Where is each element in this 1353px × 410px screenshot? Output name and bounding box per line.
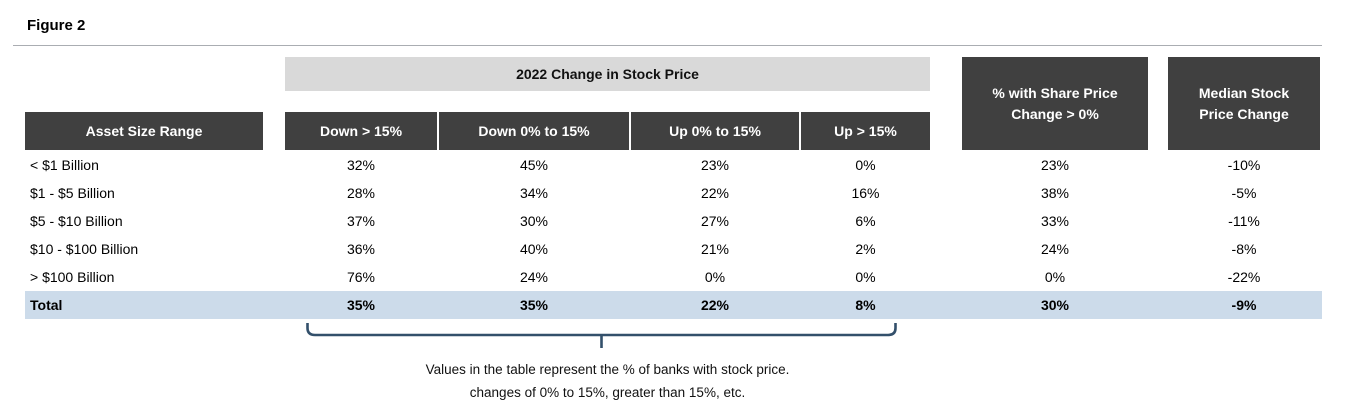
value-cell: 37% [346, 213, 376, 229]
value-cell: 28% [346, 185, 376, 201]
figure-title: Figure 2 [27, 17, 86, 34]
column-header-pct-share-price-change-label: % with Share Price Change > 0% [992, 84, 1118, 122]
value-cell: 22% [700, 297, 730, 313]
value-cell: 24% [1040, 241, 1070, 257]
column-header-median-stock-price-change: Median Stock Price Change [1168, 57, 1320, 150]
value-cell: 27% [700, 213, 730, 229]
row-label: $1 - $5 Billion [30, 185, 115, 201]
value-cell: 32% [346, 157, 376, 173]
value-cell: 23% [1040, 157, 1070, 173]
row-label: $5 - $10 Billion [30, 213, 123, 229]
row-label: $10 - $100 Billion [30, 241, 139, 257]
value-cell: 24% [519, 269, 549, 285]
column-header-pct-share-price-change: % with Share Price Change > 0% [962, 57, 1148, 150]
value-cell: 16% [851, 185, 880, 201]
value-cell: 76% [346, 269, 376, 285]
value-cell: 0% [855, 269, 876, 285]
brace-bracket-icon [306, 323, 897, 348]
total-row-highlight [25, 291, 1322, 319]
column-header-up-gt-15: Up > 15% [801, 112, 930, 150]
table-row: $5 - $10 Billion 37% 30% 27% 6% 33% -11% [0, 207, 1353, 235]
row-label: > $100 Billion [30, 269, 115, 285]
value-cell: -9% [1231, 297, 1257, 313]
column-header-up-0-to-15: Up 0% to 15% [631, 112, 799, 150]
note-line-1: Values in the table represent the % of b… [425, 362, 790, 377]
table-row: > $100 Billion 76% 24% 0% 0% 0% -22% [0, 263, 1353, 291]
value-cell: 6% [855, 213, 876, 229]
value-cell: 36% [346, 241, 376, 257]
value-cell: -5% [1231, 185, 1257, 201]
value-cell: 23% [700, 157, 730, 173]
value-cell: 35% [519, 297, 549, 313]
value-cell: 34% [519, 185, 549, 201]
value-cell: 0% [855, 157, 876, 173]
table-note: Values in the table represent the % of b… [285, 358, 930, 404]
figure-rule [13, 45, 1322, 46]
value-cell: -10% [1227, 157, 1261, 173]
table-row: $10 - $100 Billion 36% 40% 21% 2% 24% -8… [0, 235, 1353, 263]
value-cell: 22% [700, 185, 730, 201]
note-line-2: changes of 0% to 15%, greater than 15%, … [469, 385, 746, 400]
group-header-2022-change: 2022 Change in Stock Price [285, 57, 930, 91]
table-row: < $1 Billion 32% 45% 23% 0% 23% -10% [0, 151, 1353, 179]
value-cell: 35% [346, 297, 376, 313]
value-cell: 0% [1044, 269, 1066, 285]
row-label: Total [30, 297, 63, 313]
column-header-median-stock-price-change-label: Median Stock Price Change [1198, 84, 1290, 122]
value-cell: 33% [1040, 213, 1070, 229]
column-header-asset-size-range: Asset Size Range [25, 112, 263, 150]
value-cell: -22% [1227, 269, 1261, 285]
value-cell: 30% [1040, 297, 1070, 313]
row-label: < $1 Billion [30, 157, 99, 173]
value-cell: -8% [1231, 241, 1257, 257]
table-row: $1 - $5 Billion 28% 34% 22% 16% 38% -5% [0, 179, 1353, 207]
value-cell: 40% [519, 241, 549, 257]
column-header-down-gt-15: Down > 15% [285, 112, 437, 150]
value-cell: 38% [1040, 185, 1070, 201]
value-cell: 45% [519, 157, 549, 173]
value-cell: 2% [855, 241, 876, 257]
value-cell: -11% [1228, 213, 1260, 229]
value-cell: 8% [855, 297, 876, 313]
value-cell: 21% [700, 241, 730, 257]
total-row: Total 35% 35% 22% 8% 30% -9% [0, 291, 1353, 319]
column-header-down-0-to-15: Down 0% to 15% [439, 112, 629, 150]
value-cell: 30% [519, 213, 549, 229]
value-cell: 0% [704, 269, 726, 285]
